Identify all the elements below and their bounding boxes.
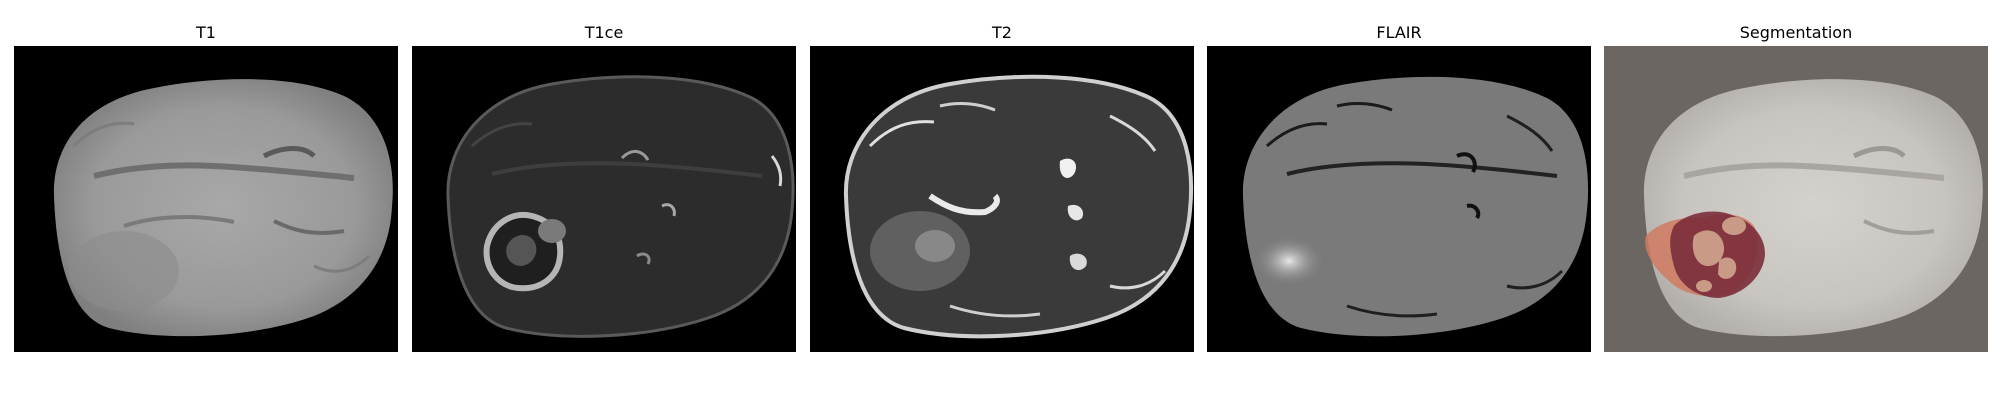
panel-title: T2 — [992, 23, 1012, 42]
panel-title: FLAIR — [1376, 23, 1422, 42]
mri-image-t2 — [810, 46, 1194, 352]
brain-slice-t2 — [810, 46, 1194, 352]
mri-image-t1 — [14, 46, 398, 352]
mri-image-segmentation — [1604, 46, 1988, 352]
panel-t1ce: T1ce — [412, 20, 796, 352]
panel-segmentation: Segmentation — [1604, 20, 1988, 352]
panel-flair: FLAIR — [1207, 20, 1591, 352]
panel-t1: T1 — [14, 20, 398, 352]
mri-image-t1ce — [412, 46, 796, 352]
brain-slice-t1ce — [412, 46, 796, 352]
brain-slice-flair — [1207, 46, 1591, 352]
mri-image-flair — [1207, 46, 1591, 352]
panel-title: Segmentation — [1739, 23, 1853, 42]
panel-title: T1ce — [584, 23, 624, 42]
panel-title: T1 — [196, 23, 216, 42]
segmentation-overlay — [1604, 46, 1988, 352]
brain-slice-t1 — [14, 46, 398, 352]
panel-t2: T2 — [810, 20, 1194, 352]
